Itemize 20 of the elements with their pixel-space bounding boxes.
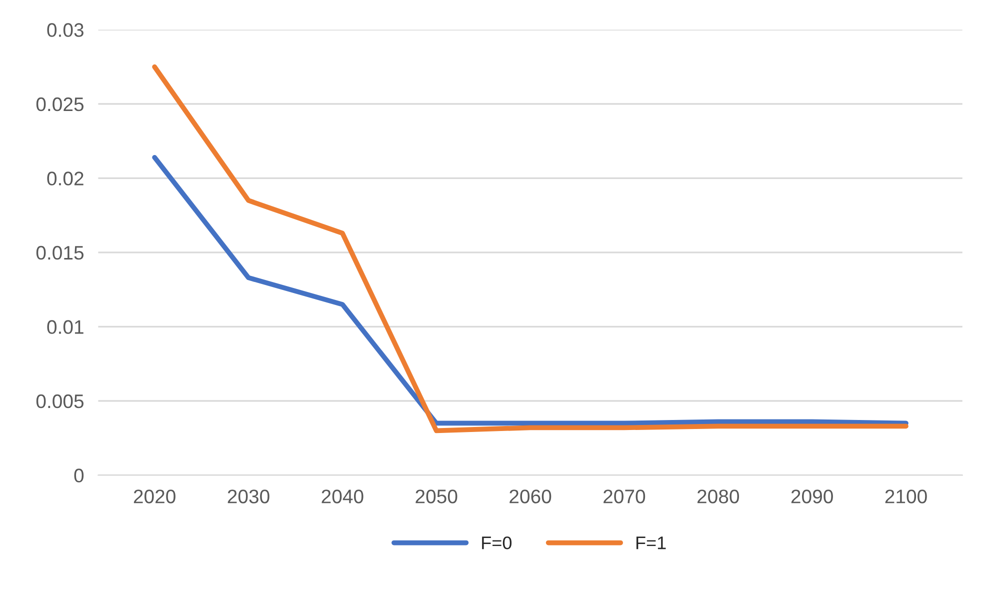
line-series [152, 64, 908, 434]
x-tick-label: 2100 [885, 490, 927, 504]
y-tick-label: 0 [74, 468, 84, 482]
legend-label: F=1 [636, 536, 666, 550]
y-tick-label: 0.015 [36, 246, 84, 260]
x-tick-label: 2030 [228, 490, 270, 504]
x-tick-label: 2050 [416, 490, 458, 504]
y-tick-label: 0.02 [47, 172, 84, 186]
y-tick-label: 0.01 [47, 320, 84, 334]
x-tick-label: 2060 [510, 490, 552, 504]
x-tick-label: 2070 [604, 490, 646, 504]
line-series [152, 154, 908, 426]
y-tick-label: 0.005 [36, 394, 84, 408]
x-tick-label: 2090 [791, 490, 833, 504]
legend-label: F=0 [482, 536, 512, 550]
y-tick-label: 0.025 [36, 97, 84, 112]
x-tick-label: 2040 [322, 490, 364, 504]
y-tick-label: 0.03 [47, 23, 84, 37]
x-tick-label: 2020 [134, 490, 176, 504]
x-tick-label: 2080 [697, 490, 740, 504]
